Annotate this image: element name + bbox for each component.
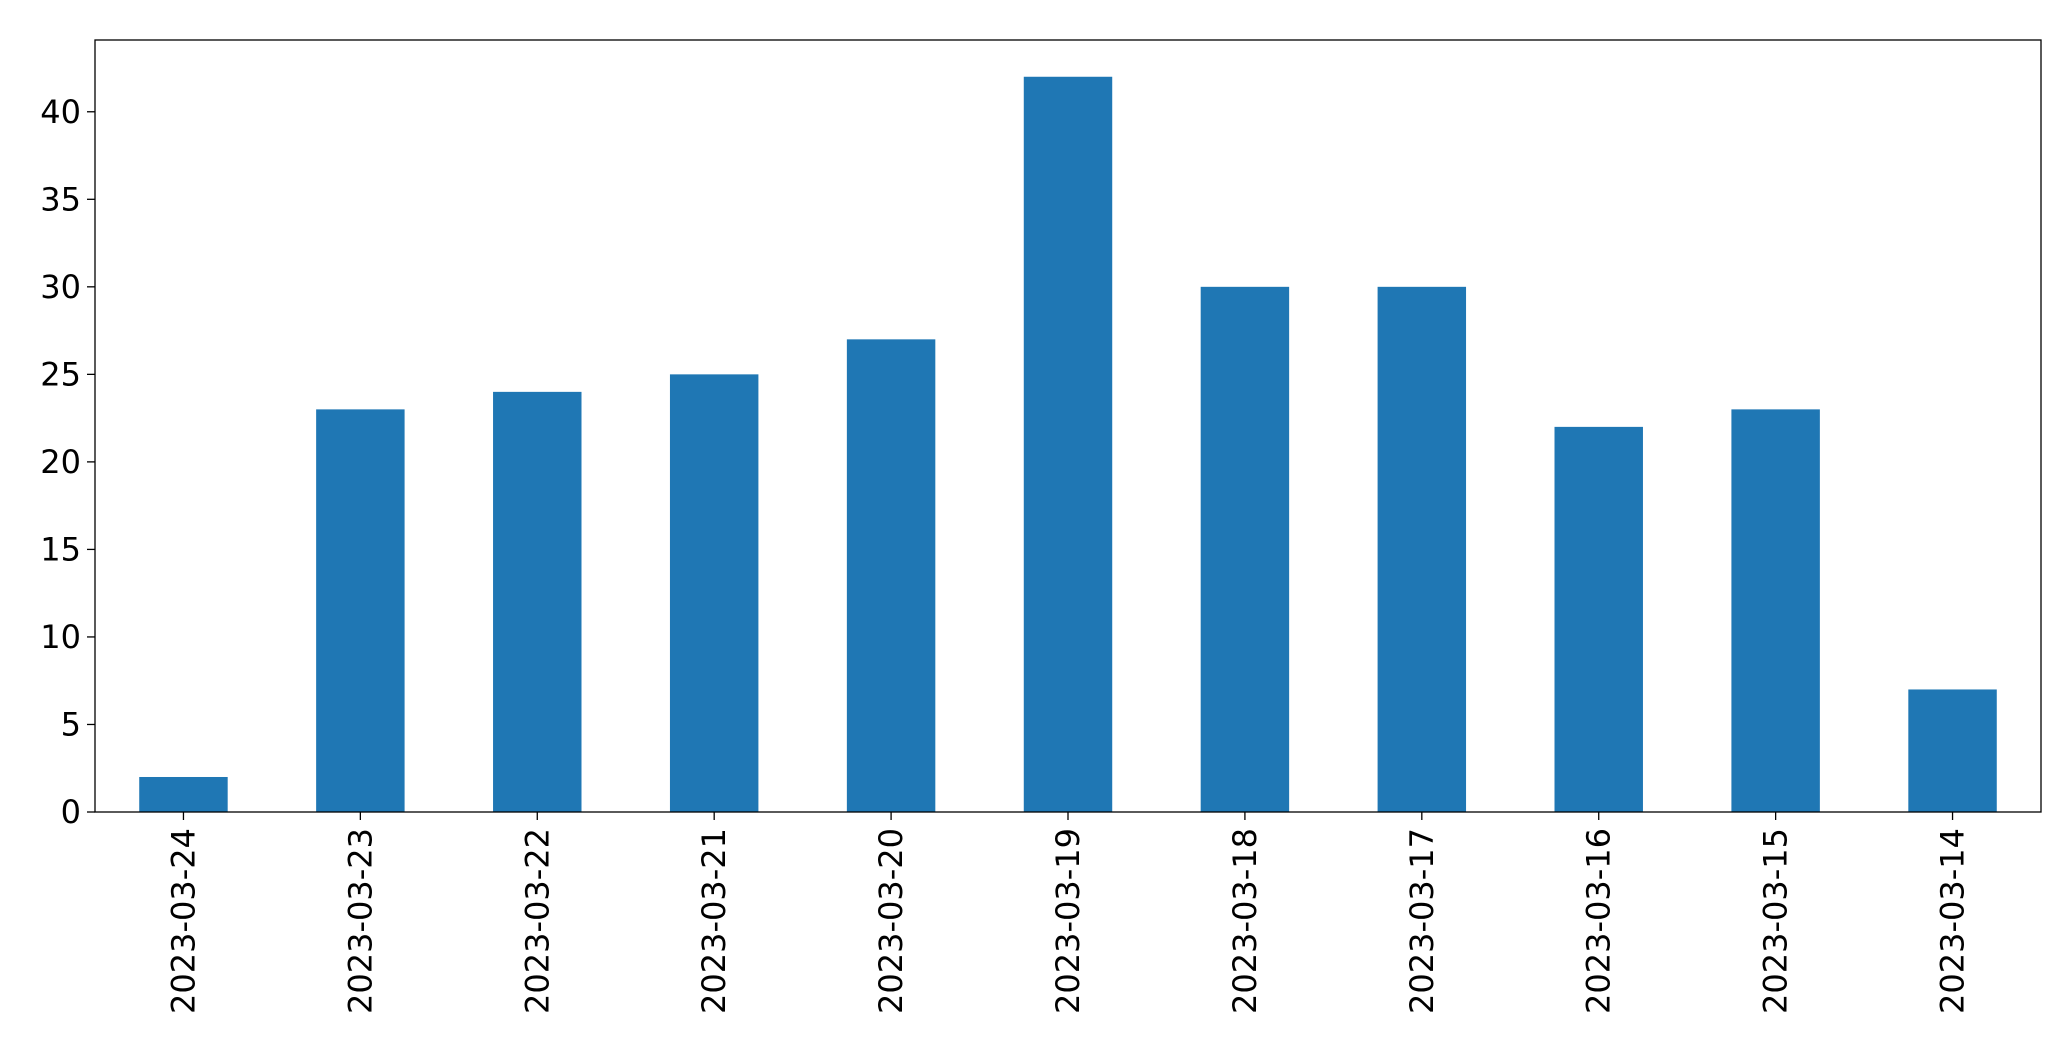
y-axis: 0 5 10 15 20 25 30 35 40: [40, 93, 95, 831]
x-tick-label: 2023-03-23: [341, 828, 379, 1014]
bars-group: [139, 76, 1997, 812]
x-tick-label: 2023-03-20: [872, 828, 910, 1014]
x-tick-label: 2023-03-16: [1580, 828, 1618, 1014]
x-tick-label: 2023-03-24: [164, 828, 202, 1014]
bar-2023-03-22: [493, 391, 582, 812]
bar-2023-03-17: [1377, 286, 1467, 812]
y-tick-label: 20: [40, 443, 81, 481]
bar-2023-03-16: [1554, 426, 1643, 812]
bar-2023-03-20: [846, 339, 936, 812]
x-axis: 2023-03-24 2023-03-23 2023-03-22 2023-03-21…: [164, 812, 1972, 1014]
bar-2023-03-21: [669, 374, 759, 812]
y-tick-label: 25: [40, 355, 81, 393]
y-tick-label: 15: [40, 530, 81, 568]
y-tick-label: 30: [40, 268, 81, 306]
bar-2023-03-14: [1908, 689, 1997, 812]
x-tick-label: 2023-03-18: [1226, 828, 1264, 1014]
y-tick-label: 0: [61, 793, 81, 831]
x-tick-label: 2023-03-14: [1934, 828, 1972, 1014]
y-tick-label: 35: [40, 180, 81, 218]
x-tick-label: 2023-03-15: [1757, 828, 1795, 1014]
bar-2023-03-19: [1023, 76, 1113, 812]
bar-2023-03-24: [139, 776, 228, 812]
y-tick-label: 40: [40, 93, 81, 131]
bar-2023-03-23: [316, 409, 405, 812]
x-tick-label: 2023-03-19: [1049, 828, 1087, 1014]
x-tick-label: 2023-03-21: [695, 828, 733, 1014]
y-tick-label: 5: [61, 705, 81, 743]
y-tick-label: 10: [40, 618, 81, 656]
x-tick-label: 2023-03-22: [518, 828, 556, 1014]
bar-2023-03-18: [1200, 286, 1290, 812]
x-tick-label: 2023-03-17: [1403, 828, 1441, 1014]
bar-2023-03-15: [1731, 409, 1820, 812]
